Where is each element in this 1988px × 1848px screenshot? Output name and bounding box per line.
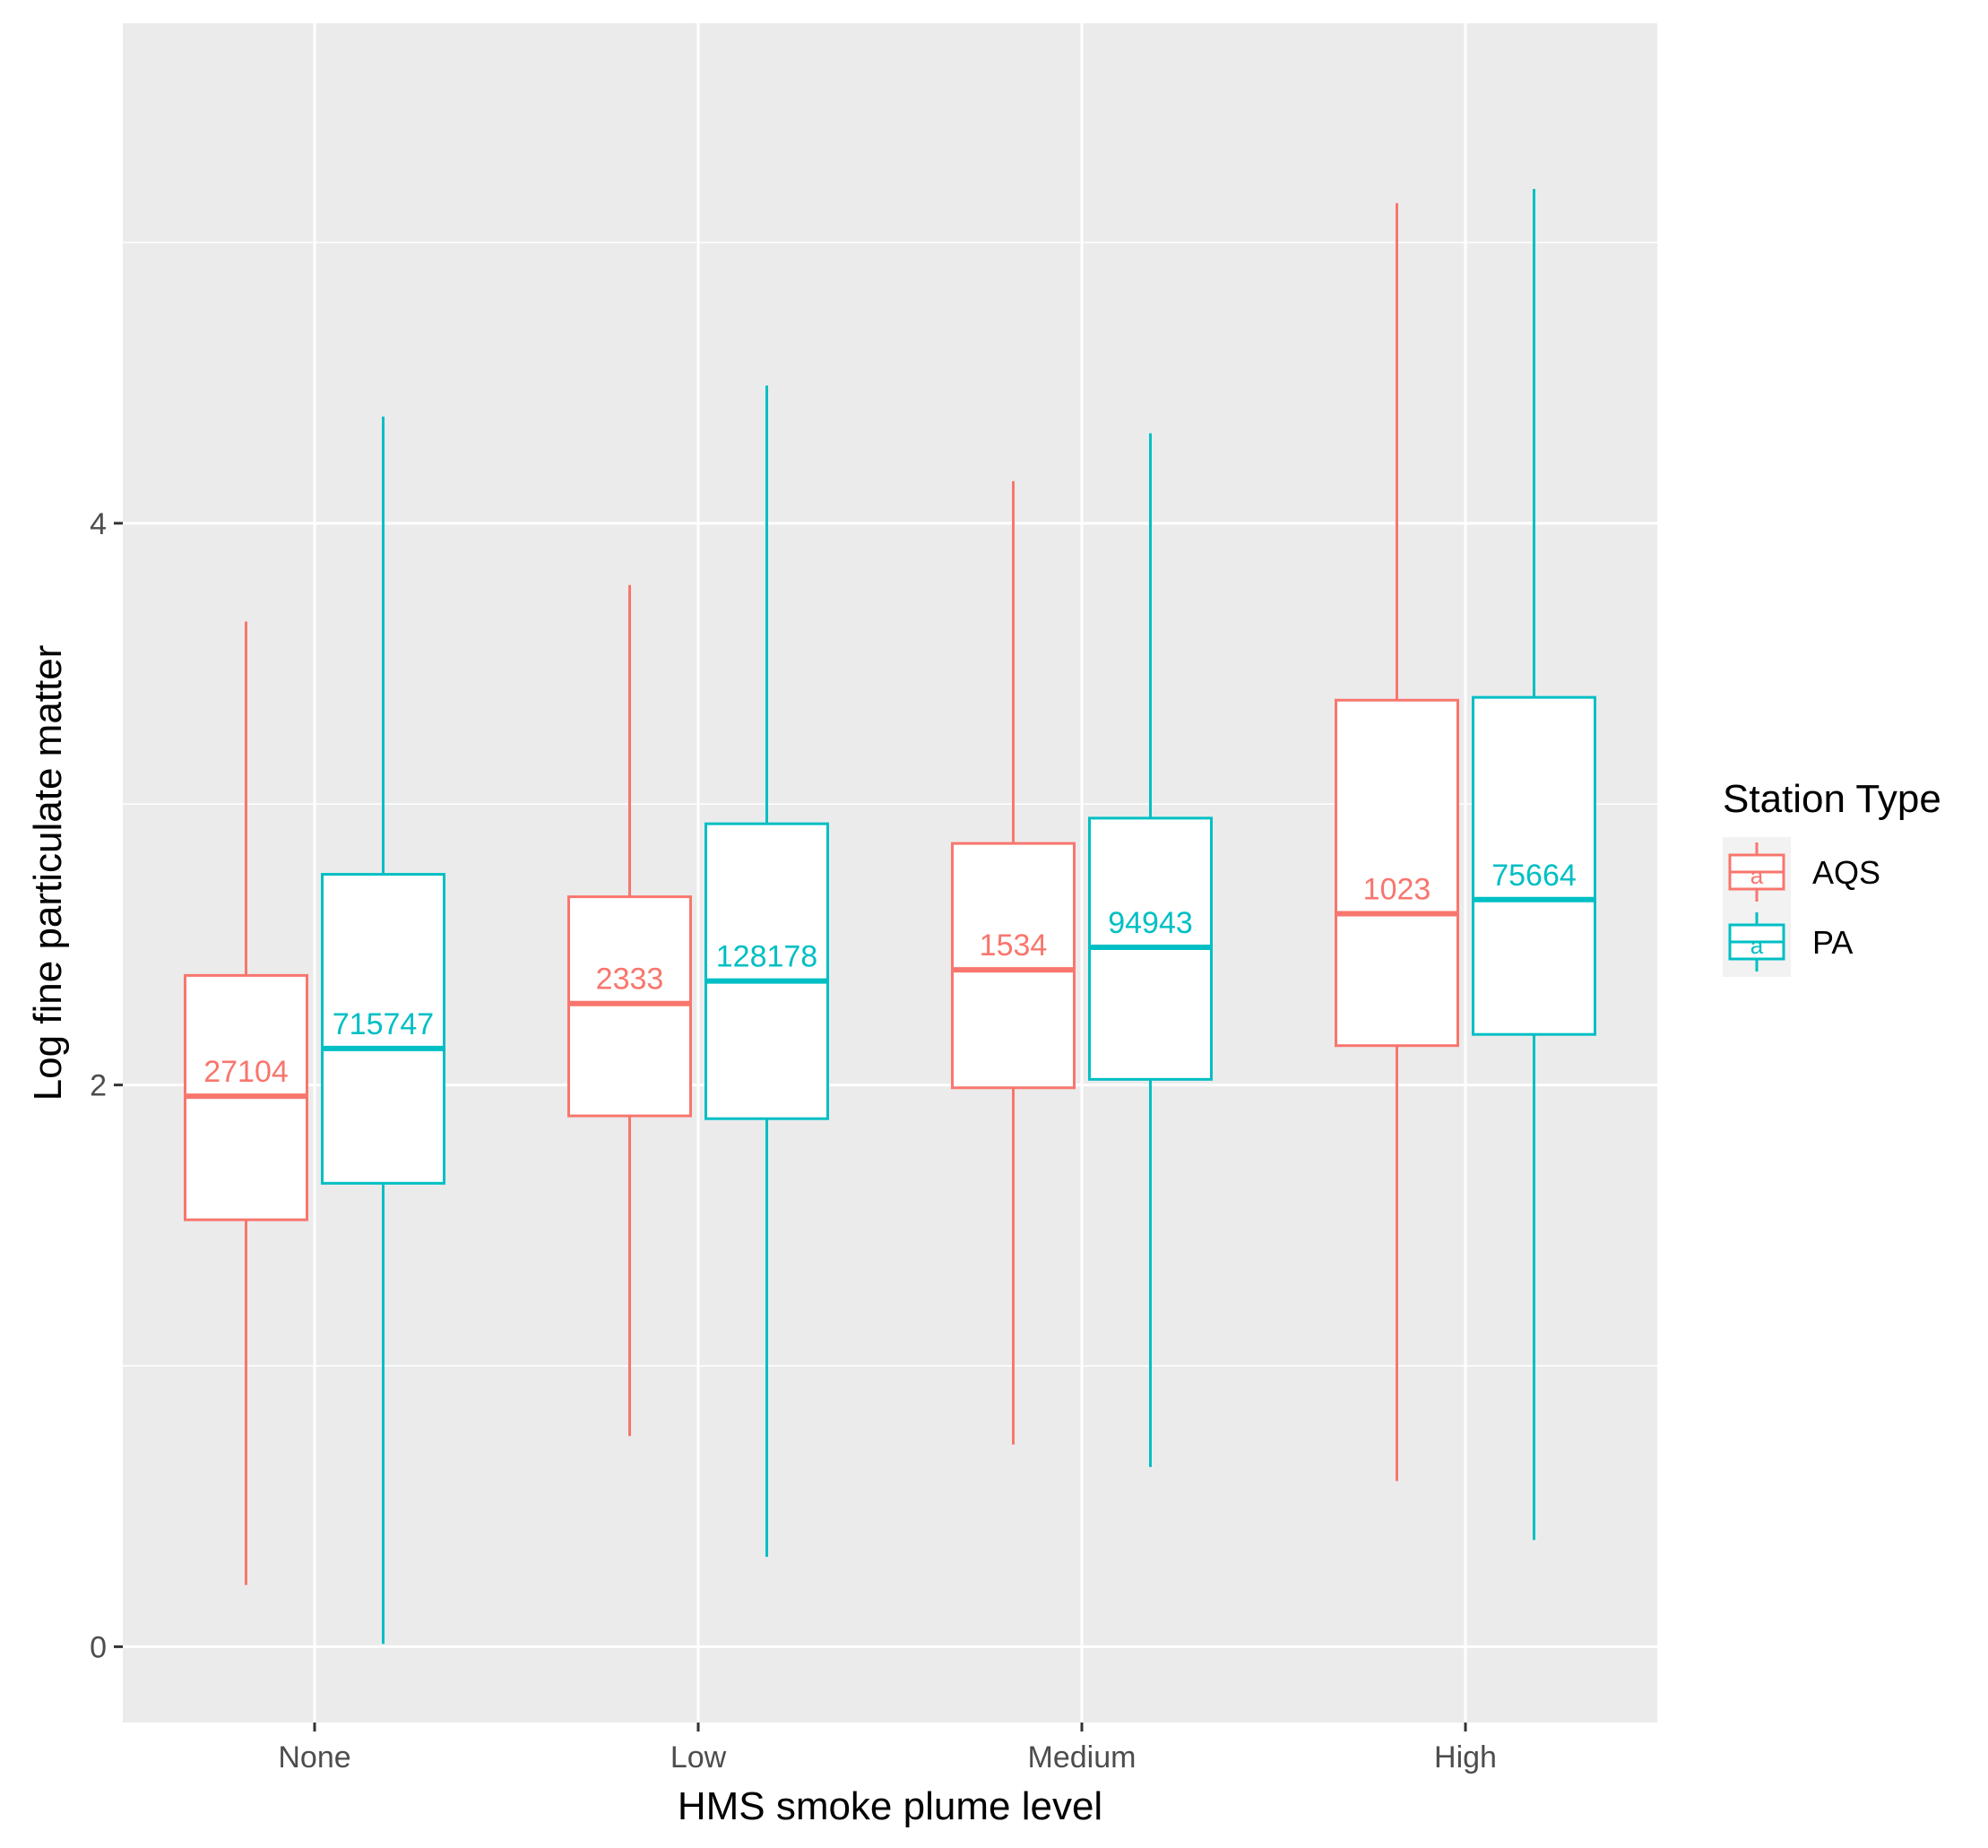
box-pa-high: 75664 (1472, 188, 1596, 1541)
iqr-box (567, 895, 692, 1118)
legend-title: Station Type (1723, 777, 1941, 821)
box-pa-low: 128178 (704, 385, 829, 1558)
legend-key-glyph: a (1750, 932, 1764, 959)
count-label: 1534 (980, 928, 1048, 963)
legend-key-glyph: a (1750, 862, 1764, 889)
legend: Station Type a AQS a PA (1723, 777, 1941, 977)
iqr-box (1335, 698, 1459, 1048)
count-label: 2333 (596, 963, 664, 997)
x-tick-label: None (278, 1740, 350, 1775)
box-aqs-medium: 1534 (951, 480, 1076, 1445)
count-label: 128178 (716, 940, 817, 974)
y-axis-title: Log fine particulate matter (26, 645, 70, 1101)
iqr-box (321, 873, 445, 1185)
count-label: 27104 (203, 1055, 289, 1089)
y-tick-label: 4 (90, 507, 107, 541)
box-aqs-none: 27104 (184, 621, 308, 1585)
box-pa-none: 715747 (321, 416, 445, 1645)
count-label: 715747 (333, 1007, 434, 1041)
count-label: 75664 (1491, 859, 1577, 893)
legend-entry-aqs: a AQS (1728, 842, 1880, 902)
y-tick-label: 0 (90, 1630, 107, 1664)
box-pa-medium: 94943 (1088, 433, 1213, 1467)
grid-lines (123, 23, 1657, 1723)
iqr-box (1472, 695, 1596, 1036)
count-label: 1023 (1363, 872, 1431, 906)
x-tick-label: Low (670, 1740, 727, 1775)
box-aqs-high: 1023 (1335, 203, 1459, 1481)
axes: 0 2 4 None Low Medium High (90, 507, 1497, 1775)
legend-label: PA (1812, 924, 1853, 961)
legend-label: AQS (1812, 854, 1880, 891)
y-tick-label: 2 (90, 1069, 107, 1103)
iqr-box (951, 842, 1076, 1090)
count-label: 94943 (1108, 906, 1193, 940)
legend-entry-pa: a PA (1728, 912, 1853, 971)
x-axis-title: HMS smoke plume level (678, 1784, 1102, 1828)
x-tick-label: High (1434, 1740, 1497, 1775)
iqr-box (704, 822, 829, 1120)
x-tick-label: Medium (1028, 1740, 1137, 1775)
box-aqs-low: 2333 (567, 584, 692, 1437)
boxes: 27104 2333 1534 1023 715747 128178 94943 75664 (184, 188, 1596, 1645)
